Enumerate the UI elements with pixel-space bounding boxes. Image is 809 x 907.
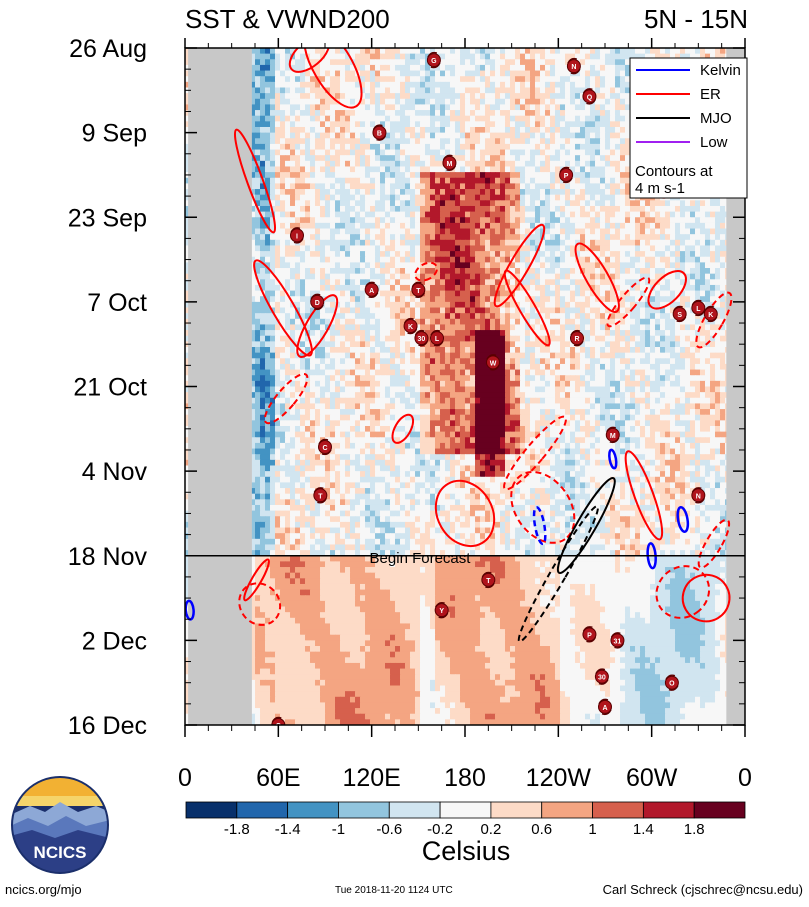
colorbar-box <box>388 801 441 819</box>
storm-marker: T <box>481 571 496 589</box>
storm-marker: L <box>691 299 706 317</box>
x-tick-label: 180 <box>444 764 486 792</box>
storm-marker: S <box>672 305 687 323</box>
legend-note-line2: 4 m s-1 <box>635 180 685 197</box>
x-tick-label: 120W <box>526 764 592 792</box>
colorbar-tick-label: -0.6 <box>376 821 402 838</box>
colorbar-box <box>185 801 238 819</box>
y-tick-label: 4 Nov <box>82 458 148 486</box>
ncics-logo: NCICS <box>11 776 109 874</box>
y-axis: 26 Aug 9 Sep 23 Sep 7 Oct 21 Oct 4 Nov 18 Nov 2… <box>68 35 745 740</box>
storm-marker: E <box>319 742 332 757</box>
x-axis: 0 60E 120E 180 120W 60W 0 <box>178 38 752 792</box>
y-tick-label: 16 Dec <box>68 712 147 740</box>
storm-marker: N <box>691 487 706 504</box>
storm-marker: M <box>442 154 457 172</box>
storm-marker: R <box>570 329 584 347</box>
y-tick-label: 2 Dec <box>82 627 147 655</box>
storm-marker: K <box>703 305 718 323</box>
colorbar-tick-label: 1 <box>588 821 596 838</box>
wave-contours <box>185 48 733 643</box>
colorbar-box <box>541 801 593 819</box>
storm-marker: L <box>430 329 444 347</box>
colorbar-box <box>490 801 543 819</box>
colorbar: -1.8 -1.4 -1 -0.6 -0.2 0.2 0.6 1 1.4 1.8 <box>185 801 746 838</box>
storm-marker: K <box>403 317 418 335</box>
y-tick-label: 26 Aug <box>69 35 147 63</box>
legend: Kelvin ER MJO Low Contours at 4 m s-1 <box>629 57 748 199</box>
storm-marker: Q <box>582 88 597 105</box>
storm-marker: N <box>566 57 581 75</box>
storm-marker: T <box>313 487 328 504</box>
storm-marker: 30 <box>594 668 609 685</box>
storm-markers: GNQGBMPIATDK30LWRSLKMCTNTYP3130OACET2930 <box>271 51 718 757</box>
storm-marker: C <box>318 438 332 456</box>
legend-label-mjo: MJO <box>700 110 732 127</box>
legend-label-kelvin: Kelvin <box>700 62 741 79</box>
storm-marker: W <box>486 354 500 371</box>
colorbar-box <box>236 801 289 819</box>
logo-text: NCICS <box>34 843 87 862</box>
storm-marker: A <box>598 698 612 716</box>
legend-box <box>629 57 748 199</box>
colorbar-tick-label: 1.4 <box>633 821 654 838</box>
y-tick-label: 18 Nov <box>68 543 148 571</box>
x-tick-label: 0 <box>178 764 192 792</box>
colorbar-box <box>592 801 644 819</box>
colorbar-tick-label: 0.6 <box>531 821 552 838</box>
storm-marker: P <box>582 626 597 643</box>
x-tick-label: 0 <box>738 764 752 792</box>
storm-marker: T <box>411 281 426 298</box>
colorbar-label: Celsius <box>422 836 511 866</box>
storm-marker: A <box>364 281 379 298</box>
colorbar-tick-label: 1.8 <box>684 821 705 838</box>
chart-region: 5N - 15N <box>644 4 748 34</box>
legend-note-line1: Contours at <box>635 163 713 180</box>
y-tick-label: 7 Oct <box>87 289 147 317</box>
footer-url[interactable]: ncics.org/mjo <box>5 882 82 897</box>
colorbar-box <box>693 801 746 819</box>
chart-title: SST & VWND200 <box>185 4 390 34</box>
storm-marker: O <box>664 674 679 691</box>
storm-marker: G <box>426 51 441 69</box>
colorbar-tick-label: -1.8 <box>224 821 250 838</box>
x-tick-label: 120E <box>342 764 400 792</box>
footer-author[interactable]: Carl Schreck (cjschrec@ncsu.edu) <box>602 882 803 897</box>
storm-marker: C <box>271 716 286 725</box>
storm-marker: 30 <box>414 329 429 347</box>
x-tick-label: 60E <box>256 764 300 792</box>
colorbar-tick-label: -0.2 <box>427 821 453 838</box>
colorbar-box <box>338 801 390 819</box>
legend-label-low: Low <box>700 134 728 151</box>
storm-marker: B <box>372 124 387 141</box>
storm-marker: D <box>310 293 325 311</box>
y-tick-label: 21 Oct <box>73 374 147 402</box>
y-tick-label: 23 Sep <box>68 204 147 232</box>
colorbar-box <box>642 801 695 819</box>
storm-marker: 31 <box>610 632 625 649</box>
colorbar-box <box>439 801 492 819</box>
footer-timestamp: Tue 2018-11-20 1124 UTC <box>335 885 453 896</box>
colorbar-box <box>287 801 339 819</box>
storm-marker: P <box>559 166 574 184</box>
colorbar-tick-label: 0.2 <box>480 821 501 838</box>
storm-marker: Y <box>434 601 449 619</box>
colorbar-tick-label: -1.4 <box>275 821 301 838</box>
legend-label-er: ER <box>700 86 721 103</box>
forecast-label: Begin Forecast <box>370 550 472 567</box>
x-tick-label: 60W <box>626 764 678 792</box>
colorbar-tick-label: -1 <box>332 821 345 838</box>
storm-marker: M <box>605 426 620 444</box>
storm-marker: I <box>290 227 304 244</box>
y-tick-label: 9 Sep <box>82 120 147 148</box>
